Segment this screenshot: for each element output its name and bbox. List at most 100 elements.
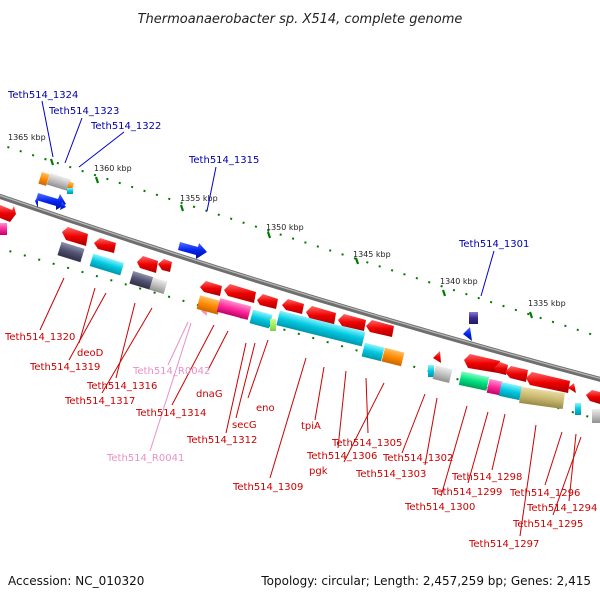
label-teth514-1301[interactable]: Teth514_1301 <box>458 239 529 250</box>
gene-block[interactable] <box>381 347 405 367</box>
gene-arrow[interactable] <box>60 202 66 210</box>
gene-arrow[interactable] <box>36 193 66 210</box>
map-title: Thermoanaerobacter sp. X514, complete ge… <box>138 12 463 27</box>
gene-arrow[interactable] <box>306 306 336 325</box>
gene-block[interactable] <box>67 188 73 194</box>
gene-block[interactable] <box>129 271 155 290</box>
gene-arrow[interactable] <box>505 366 528 382</box>
tick-label-1365: 1365 kbp <box>8 133 46 142</box>
tick-label-1355: 1355 kbp <box>180 194 218 203</box>
label-teth514-1300[interactable]: Teth514_1300 <box>404 502 475 513</box>
gene-block[interactable] <box>249 309 273 329</box>
gene-block[interactable] <box>196 295 222 315</box>
gene-block[interactable] <box>89 253 125 276</box>
gene-arrow[interactable] <box>0 205 16 222</box>
gene-block[interactable] <box>276 310 366 347</box>
label-teth514-1299[interactable]: Teth514_1299 <box>431 487 502 498</box>
label-teth514-1319[interactable]: Teth514_1319 <box>29 362 100 373</box>
label-teth514-1320[interactable]: Teth514_1320 <box>4 332 75 343</box>
gene-arrow[interactable] <box>526 372 570 393</box>
gene-block[interactable] <box>592 409 600 423</box>
label-teth514-r0042[interactable]: Teth514_R0042 <box>132 366 210 377</box>
gene-block[interactable] <box>149 277 168 295</box>
lower-gene-track <box>57 227 600 423</box>
gene-arrow[interactable] <box>200 281 222 296</box>
gene-block[interactable] <box>38 172 50 186</box>
gene-arrow[interactable] <box>433 351 441 363</box>
label-teth514-1305[interactable]: Teth514_1305 <box>331 438 402 449</box>
gene-block[interactable] <box>458 371 490 391</box>
gene-arrow[interactable] <box>62 227 88 246</box>
genome-backbone-highlight <box>0 194 600 379</box>
gene-arrow[interactable] <box>158 259 172 272</box>
gene-block[interactable] <box>428 365 434 377</box>
label-teth514-1295[interactable]: Teth514_1295 <box>512 519 583 530</box>
label-teth514-1316[interactable]: Teth514_1316 <box>86 381 157 392</box>
leader-lines-pink <box>149 321 192 452</box>
gene-block[interactable] <box>498 382 523 401</box>
tick-label-1360: 1360 kbp <box>94 164 132 173</box>
label-teth514-1296[interactable]: Teth514_1296 <box>509 488 580 499</box>
gene-block[interactable] <box>486 378 503 396</box>
gene-arrow-1315[interactable] <box>178 242 207 259</box>
gene-block[interactable] <box>270 319 276 331</box>
tick-label-1335: 1335 kbp <box>528 299 566 308</box>
label-pgk[interactable]: pgk <box>309 466 328 477</box>
gene-block[interactable] <box>57 241 85 263</box>
label-teth514-1314[interactable]: Teth514_1314 <box>135 408 206 419</box>
tick-label-1350: 1350 kbp <box>266 223 304 232</box>
scale-dots <box>0 143 600 421</box>
gene-arrow[interactable] <box>464 354 500 373</box>
gene-arrow[interactable] <box>366 320 394 337</box>
gene-arrow[interactable] <box>586 390 600 404</box>
genome-summary-text: Topology: circular; Length: 2,457,259 bp… <box>260 574 591 588</box>
gene-block[interactable] <box>361 342 385 362</box>
upper-gene-cluster <box>35 172 75 210</box>
label-teth514-1324[interactable]: Teth514_1324 <box>7 90 78 101</box>
label-teth514-1312[interactable]: Teth514_1312 <box>186 435 257 446</box>
gene-block[interactable] <box>519 387 565 409</box>
gene-block[interactable] <box>46 173 72 191</box>
gene-block[interactable] <box>0 223 7 235</box>
scale-track: 1365 kbp 1360 kbp 1355 kbp 1350 kbp 1345… <box>0 133 600 421</box>
gene-arrow[interactable] <box>494 362 508 375</box>
label-teth514-1298[interactable]: Teth514_1298 <box>451 472 522 483</box>
label-teth514-r0041[interactable]: Teth514_R0041 <box>106 453 184 464</box>
label-deoD[interactable]: deoD <box>77 348 104 359</box>
scale-tick-marks <box>49 158 534 319</box>
label-teth514-1306[interactable]: Teth514_1306 <box>306 451 377 462</box>
gene-arrow[interactable] <box>568 383 576 393</box>
label-teth514-1315[interactable]: Teth514_1315 <box>188 155 259 166</box>
label-dnaG[interactable]: dnaG <box>196 389 223 400</box>
gene-arrow[interactable] <box>224 284 256 303</box>
label-teth514-1323[interactable]: Teth514_1323 <box>48 106 119 117</box>
gene-block[interactable] <box>575 403 581 415</box>
label-teth514-1302[interactable]: Teth514_1302 <box>382 453 453 464</box>
label-eno[interactable]: eno <box>256 403 275 414</box>
label-teth514-1317[interactable]: Teth514_1317 <box>64 396 135 407</box>
label-teth514-1294[interactable]: Teth514_1294 <box>526 503 597 514</box>
tick-label-1345: 1345 kbp <box>353 250 391 259</box>
gene-arrow[interactable] <box>338 314 366 331</box>
label-teth514-1297[interactable]: Teth514_1297 <box>468 539 539 550</box>
gene-block[interactable] <box>432 365 453 383</box>
genome-backbone <box>0 193 600 382</box>
gene-block-1301[interactable] <box>469 312 478 324</box>
gene-arrow[interactable] <box>463 327 472 341</box>
tick-label-1340: 1340 kbp <box>440 277 478 286</box>
label-teth514-1309[interactable]: Teth514_1309 <box>232 482 303 493</box>
gene-arrow[interactable] <box>137 256 158 273</box>
gene-arrow[interactable] <box>282 299 304 314</box>
gene-arrow[interactable] <box>257 294 278 309</box>
label-teth514-1303[interactable]: Teth514_1303 <box>355 469 426 480</box>
leader-lines-blue <box>41 100 495 297</box>
gene-block[interactable] <box>216 298 252 320</box>
leader-lines-red <box>39 277 582 537</box>
label-secG[interactable]: secG <box>232 420 257 431</box>
gene-arrow[interactable] <box>35 196 38 208</box>
gene-arrow[interactable] <box>94 238 116 253</box>
label-tpiA[interactable]: tpiA <box>301 421 321 432</box>
label-teth514-1322[interactable]: Teth514_1322 <box>90 121 161 132</box>
accession-text: Accession: NC_010320 <box>8 574 144 588</box>
